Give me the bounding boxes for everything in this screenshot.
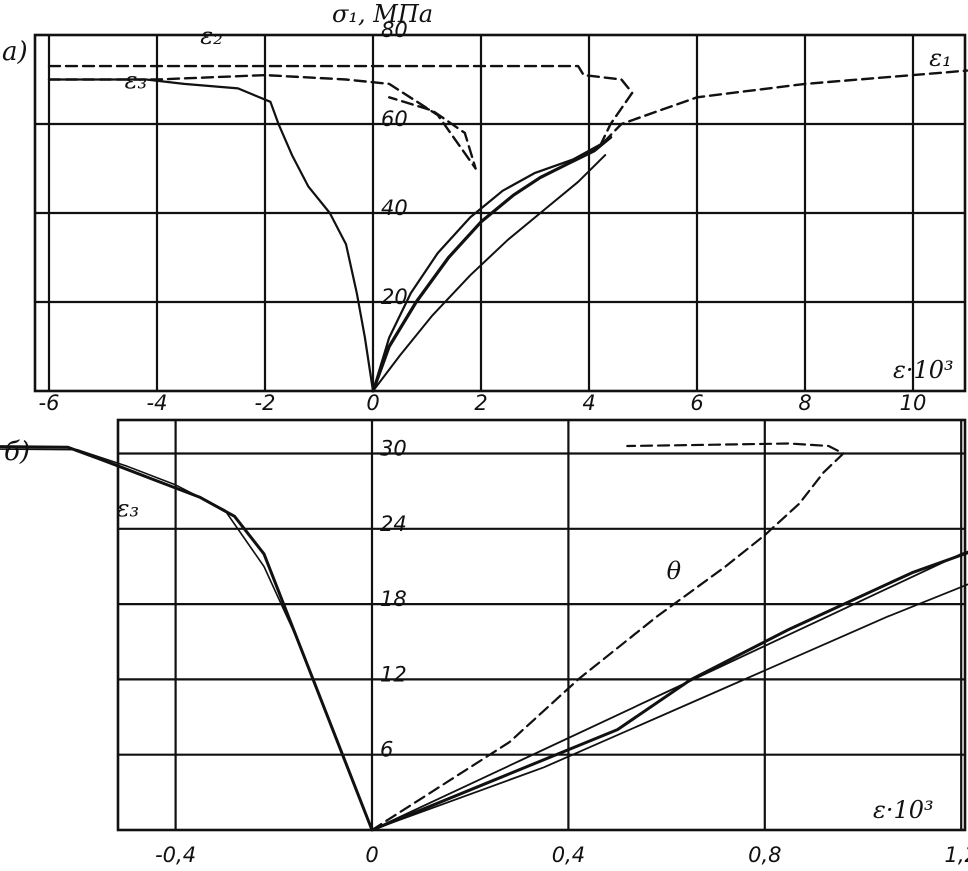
panel-b-y-tick-label: 6 xyxy=(380,738,393,762)
panel-b-letter: б) xyxy=(4,437,30,467)
panel-a-x-tick-label: -2 xyxy=(255,391,276,415)
panel-b-x-axis-label: ε·10³ xyxy=(873,796,934,824)
panel-a-annotation-label: ε₂ xyxy=(200,22,223,50)
panel-b-frame xyxy=(116,418,967,832)
panel-a-letter: а) xyxy=(2,37,28,67)
panel-a-x-tick-label: -4 xyxy=(147,391,168,415)
panel-b-series-line xyxy=(371,550,968,831)
panel-a-x-tick-label: 0 xyxy=(366,391,379,415)
panel-b-x-tick-label: 0,4 xyxy=(552,843,585,867)
panel-b-x-tick-label: 0 xyxy=(365,843,378,867)
panel-a-x-axis-label: ε·10³ xyxy=(893,356,954,384)
panel-a-annotation-label: ε₁ xyxy=(929,44,952,72)
panel-a-y-tick-label: 20 xyxy=(381,285,408,309)
panel-b-annotation-label: θ xyxy=(667,557,682,585)
panel-a-series-line xyxy=(47,73,477,170)
panel-b-x-tick-label: 0,8 xyxy=(748,843,781,867)
panel-b-x-tick-label: -0,4 xyxy=(155,843,196,867)
panel-a-x-tick-label: 4 xyxy=(582,391,595,415)
panel-a-series-eps1 xyxy=(371,140,607,393)
panel-b-stress-strain-chart: -0,8-0,400,40,81,21,62,02,4612182430ε·10… xyxy=(0,418,968,867)
panel-b-series-eps3 xyxy=(0,448,373,831)
panel-a-annotation-label: ε₃ xyxy=(125,66,148,94)
panel-b-y-tick-label: 24 xyxy=(380,512,407,536)
panel-b-series-eps1 xyxy=(370,551,968,832)
panel-a-series-line xyxy=(372,154,607,392)
panel-a-y-tick-label: 40 xyxy=(381,196,408,220)
panel-a-x-tick-label: 6 xyxy=(690,391,703,415)
panel-b-annotation-label: ε₃ xyxy=(117,494,139,522)
panel-a-series-line xyxy=(371,135,613,393)
panel-b-series-theta xyxy=(370,442,845,832)
panel-a-series-line xyxy=(47,64,968,148)
panel-b-y-tick-label: 12 xyxy=(380,662,407,686)
panel-a-y-tick-label: 80 xyxy=(381,18,408,42)
panel-b-y-tick-label: 18 xyxy=(380,587,407,611)
panel-a-x-tick-label: 10 xyxy=(900,391,927,415)
panel-b-y-tick-label: 30 xyxy=(380,437,407,461)
panel-b-series-eps3 xyxy=(0,445,374,832)
panel-a-frame xyxy=(33,33,967,393)
panel-a-x-tick-label: -6 xyxy=(39,391,60,415)
panel-b-x-tick-label: 1,2 xyxy=(944,843,968,867)
panel-a-y-axis-label: σ₁, МПа xyxy=(332,0,433,28)
panel-a-y-tick-label: 60 xyxy=(381,107,408,131)
panel-b-series-line xyxy=(371,583,968,831)
panel-a-x-tick-label: 8 xyxy=(798,391,811,415)
panel-a-x-tick-label: 2 xyxy=(474,391,487,415)
panel-a-stress-strain-chart: -6 -4 -2 0 2 4 6 8 10 20 40 60 80 ε·10³ σ₁, МПа а) ε₁ ε₂ ε… xyxy=(2,0,968,415)
panel-a-series-eps3 xyxy=(47,78,375,393)
